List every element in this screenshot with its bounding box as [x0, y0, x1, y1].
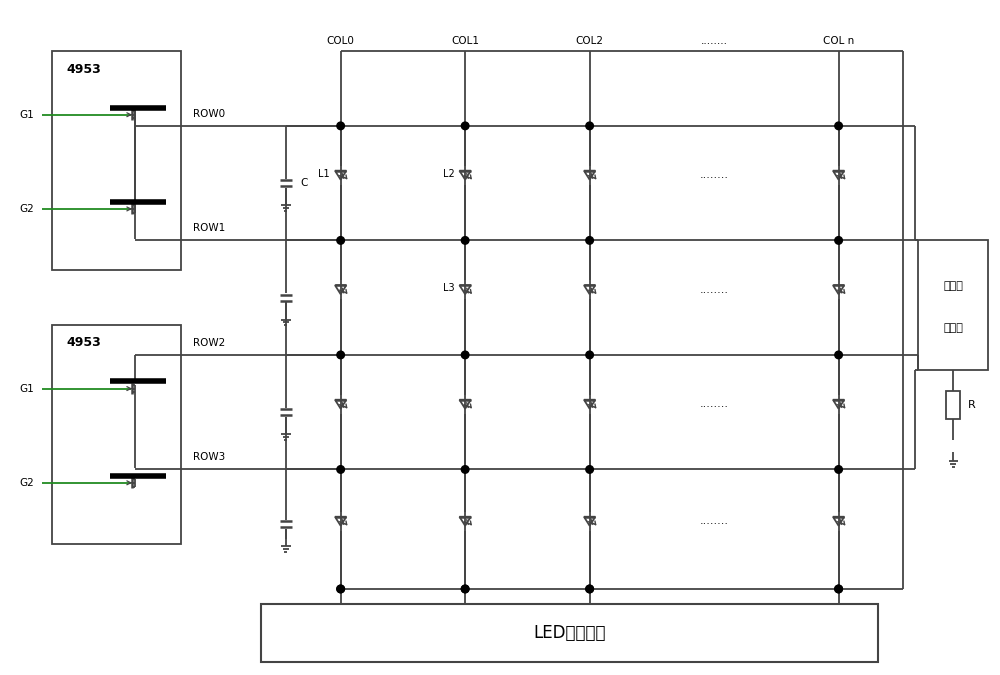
- Circle shape: [835, 466, 842, 473]
- Text: ........: ........: [700, 516, 729, 526]
- Circle shape: [337, 122, 344, 130]
- Text: COL0: COL0: [327, 36, 355, 46]
- Text: ........: ........: [701, 36, 728, 46]
- Text: COL n: COL n: [823, 36, 854, 46]
- Circle shape: [835, 585, 842, 593]
- Circle shape: [461, 122, 469, 130]
- Text: 影芯片: 影芯片: [943, 323, 963, 333]
- Text: COL1: COL1: [451, 36, 479, 46]
- Circle shape: [586, 466, 593, 473]
- Text: ........: ........: [700, 285, 729, 295]
- Circle shape: [461, 466, 469, 473]
- Text: G1: G1: [19, 110, 34, 119]
- Bar: [52, 51, 181, 270]
- Bar: [261, 604, 878, 662]
- Circle shape: [586, 237, 593, 244]
- Text: C: C: [301, 178, 308, 188]
- Circle shape: [461, 237, 469, 244]
- Circle shape: [461, 585, 469, 593]
- Circle shape: [337, 466, 344, 473]
- Circle shape: [586, 585, 593, 593]
- Circle shape: [461, 351, 469, 358]
- Text: ROW0: ROW0: [193, 109, 225, 119]
- Text: ROW2: ROW2: [193, 338, 226, 348]
- Text: G2: G2: [19, 478, 34, 488]
- Text: COL2: COL2: [576, 36, 604, 46]
- Circle shape: [337, 351, 344, 358]
- Text: ROW1: ROW1: [193, 223, 226, 234]
- Text: ROW3: ROW3: [193, 452, 226, 462]
- Text: L2: L2: [443, 169, 454, 179]
- Circle shape: [835, 237, 842, 244]
- Bar: [946, 391, 960, 418]
- Text: L3: L3: [443, 284, 454, 293]
- Circle shape: [835, 122, 842, 130]
- Text: R: R: [968, 400, 976, 410]
- Circle shape: [586, 351, 593, 358]
- Text: G2: G2: [19, 204, 34, 214]
- Circle shape: [835, 585, 842, 593]
- Text: L1: L1: [318, 169, 330, 179]
- Circle shape: [586, 585, 593, 593]
- Circle shape: [586, 122, 593, 130]
- Text: ........: ........: [700, 170, 729, 180]
- Text: 4953: 4953: [67, 336, 102, 350]
- Bar: [52, 325, 181, 544]
- Circle shape: [337, 585, 344, 593]
- Text: 行扫消: 行扫消: [943, 281, 963, 291]
- Circle shape: [835, 351, 842, 358]
- Circle shape: [461, 585, 469, 593]
- Text: 4953: 4953: [67, 63, 102, 76]
- Text: LED驱动芯片: LED驱动芯片: [533, 624, 606, 642]
- Circle shape: [337, 585, 344, 593]
- Text: ........: ........: [700, 399, 729, 409]
- Circle shape: [337, 237, 344, 244]
- Bar: [918, 240, 988, 370]
- Text: G1: G1: [19, 383, 34, 394]
